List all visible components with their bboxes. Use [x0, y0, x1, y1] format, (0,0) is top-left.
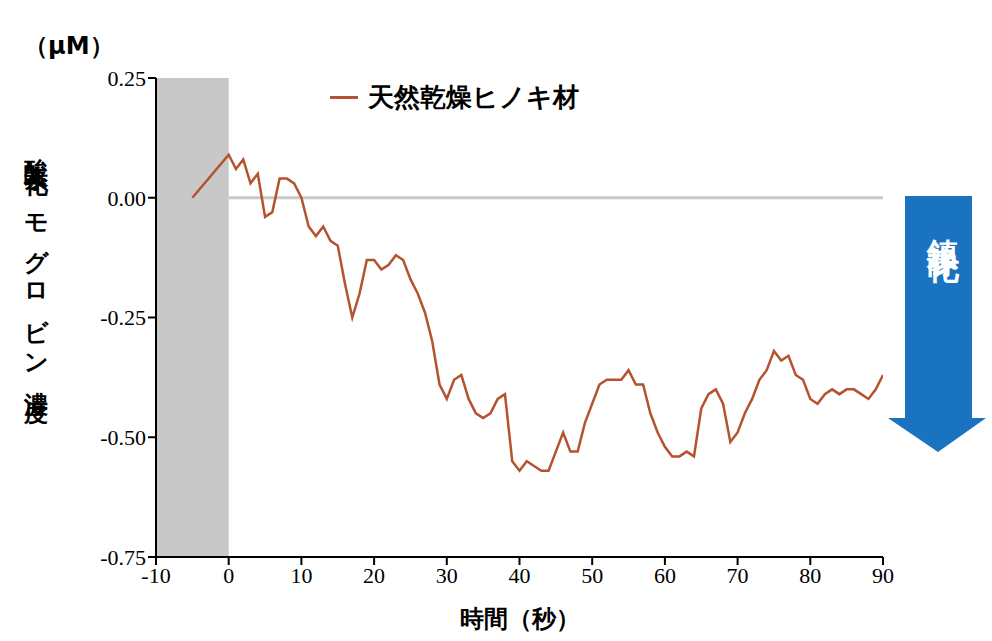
- svg-text:50: 50: [581, 563, 603, 588]
- svg-text:20: 20: [363, 563, 385, 588]
- svg-text:70: 70: [727, 563, 749, 588]
- svg-text:80: 80: [799, 563, 821, 588]
- svg-text:-0.75: -0.75: [100, 545, 146, 570]
- svg-text:-0.25: -0.25: [100, 305, 146, 330]
- html-text:酸素化ヘモグロビン濃度: 酸素化ヘモグロビン濃度: [22, 138, 50, 388]
- svg-text:90: 90: [872, 563, 894, 588]
- svg-text:-10: -10: [141, 562, 171, 588]
- svg-text:0.00: 0.00: [108, 186, 147, 211]
- svg-text:10: 10: [290, 563, 312, 588]
- svg-text:0.25: 0.25: [108, 66, 147, 91]
- svg-text:60: 60: [654, 563, 676, 588]
- html-text:天然乾燥ヒノキ材: 天然乾燥ヒノキ材: [368, 82, 579, 112]
- svg-text:-0.50: -0.50: [100, 425, 146, 450]
- svg-text:30: 30: [436, 563, 458, 588]
- html-text:鎮静化: 鎮静化: [924, 214, 962, 232]
- svg-text:40: 40: [509, 563, 531, 588]
- svg-text:0: 0: [223, 563, 234, 588]
- html-text:（μM）: （μM）: [24, 32, 114, 60]
- html-text:時間（秒）: 時間（秒）: [459, 605, 580, 633]
